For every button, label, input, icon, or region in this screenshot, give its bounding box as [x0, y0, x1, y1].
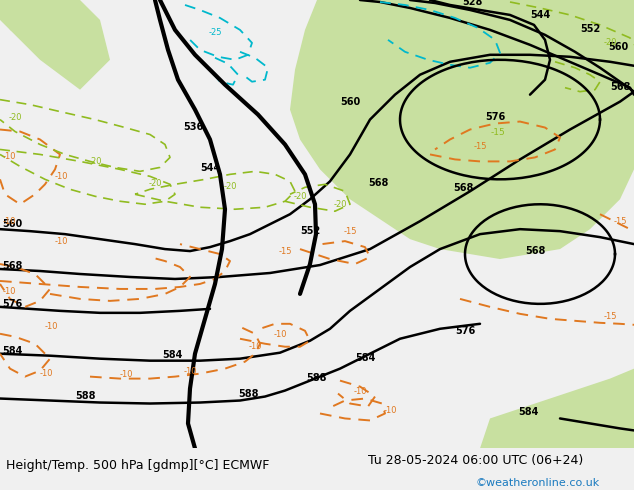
Text: 536: 536 [183, 122, 203, 131]
Text: 576: 576 [2, 299, 22, 309]
Text: -10: -10 [45, 322, 58, 331]
Text: -20: -20 [333, 200, 347, 209]
Text: 560: 560 [340, 97, 360, 107]
Text: 584: 584 [162, 350, 183, 360]
Polygon shape [360, 0, 634, 105]
Text: 576: 576 [455, 326, 476, 336]
Text: -10: -10 [120, 369, 134, 379]
Polygon shape [0, 0, 80, 55]
Text: 568: 568 [610, 82, 630, 92]
Text: -20: -20 [8, 113, 22, 122]
Text: 588: 588 [306, 372, 327, 383]
Polygon shape [0, 0, 110, 90]
Polygon shape [290, 0, 634, 259]
Text: 588: 588 [75, 391, 96, 400]
Text: -15: -15 [473, 143, 487, 151]
Text: 552: 552 [580, 24, 600, 34]
Text: -15: -15 [603, 312, 617, 321]
Text: 552: 552 [300, 226, 320, 236]
Text: -20: -20 [603, 38, 617, 47]
Text: -15: -15 [278, 247, 292, 256]
Text: -20: -20 [223, 182, 236, 191]
Text: -10: -10 [183, 367, 197, 376]
Text: -10: -10 [3, 152, 16, 161]
Text: -10: -10 [273, 330, 287, 339]
Text: 584: 584 [518, 408, 538, 417]
Text: -20: -20 [148, 179, 162, 188]
Text: -10: -10 [55, 237, 68, 246]
Text: -20: -20 [88, 157, 101, 167]
Text: 568: 568 [453, 183, 474, 193]
Text: -20: -20 [294, 192, 307, 201]
Text: 568: 568 [368, 178, 389, 188]
Text: 584: 584 [2, 346, 22, 356]
Text: 560: 560 [608, 42, 628, 52]
Text: 568: 568 [525, 246, 545, 256]
Text: -15: -15 [343, 227, 357, 236]
Text: -15: -15 [491, 127, 505, 137]
Text: -10: -10 [249, 342, 262, 351]
Text: -10: -10 [353, 387, 366, 395]
Text: 584: 584 [355, 353, 375, 363]
Text: -10: -10 [40, 368, 53, 378]
Text: -10: -10 [55, 172, 68, 181]
Text: 576: 576 [485, 112, 505, 122]
Text: -10: -10 [3, 217, 16, 226]
Text: 560: 560 [2, 219, 22, 229]
Text: 568: 568 [2, 261, 22, 271]
Text: Height/Temp. 500 hPa [gdmp][°C] ECMWF: Height/Temp. 500 hPa [gdmp][°C] ECMWF [6, 459, 269, 471]
Text: 544: 544 [200, 163, 220, 173]
Text: -10: -10 [383, 407, 397, 416]
Text: 528: 528 [462, 0, 482, 7]
Text: 544: 544 [530, 10, 550, 20]
Text: ©weatheronline.co.uk: ©weatheronline.co.uk [476, 477, 600, 488]
Polygon shape [480, 368, 634, 448]
Text: -15: -15 [613, 217, 627, 226]
Text: -10: -10 [3, 287, 16, 296]
Text: -25: -25 [208, 28, 222, 37]
Text: 588: 588 [238, 389, 259, 398]
Text: Tu 28-05-2024 06:00 UTC (06+24): Tu 28-05-2024 06:00 UTC (06+24) [368, 454, 583, 467]
